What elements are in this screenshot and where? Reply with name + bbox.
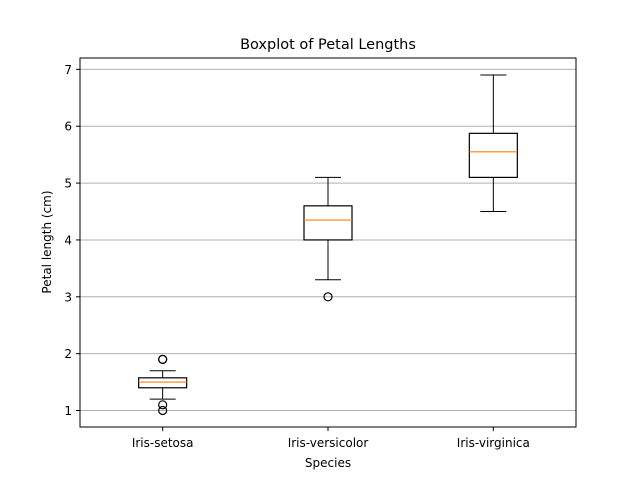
boxes bbox=[138, 74, 518, 416]
y-tick-label: 6 bbox=[64, 120, 72, 134]
box-group bbox=[468, 74, 518, 213]
x-axis-label: Species bbox=[305, 456, 351, 470]
box-iqr bbox=[303, 205, 353, 241]
box-group bbox=[303, 176, 353, 302]
y-axis: 1 2 3 4 5 6 7 bbox=[64, 63, 80, 418]
y-tick-label: 5 bbox=[64, 177, 72, 191]
outlier-point bbox=[158, 400, 168, 410]
x-tick-label: Iris-versicolor bbox=[288, 436, 369, 450]
outlier-point bbox=[323, 292, 333, 302]
box-iqr bbox=[468, 132, 518, 178]
box-iqr bbox=[138, 377, 188, 389]
x-axis: Iris-setosa Iris-versicolor Iris-virginica bbox=[132, 427, 530, 450]
y-tick-label: 2 bbox=[64, 347, 72, 361]
x-tick-label: Iris-setosa bbox=[132, 436, 194, 450]
y-tick-label: 1 bbox=[64, 404, 72, 418]
outlier-point bbox=[158, 354, 168, 364]
x-tick-label: Iris-virginica bbox=[457, 436, 530, 450]
y-tick-label: 4 bbox=[64, 233, 72, 247]
y-axis-label: Petal length (cm) bbox=[40, 190, 54, 293]
chart-title: Boxplot of Petal Lengths bbox=[240, 37, 416, 53]
y-tick-label: 3 bbox=[64, 290, 72, 304]
y-tick-label: 7 bbox=[64, 63, 72, 77]
box-group bbox=[138, 354, 188, 416]
outlier-point bbox=[158, 405, 168, 416]
